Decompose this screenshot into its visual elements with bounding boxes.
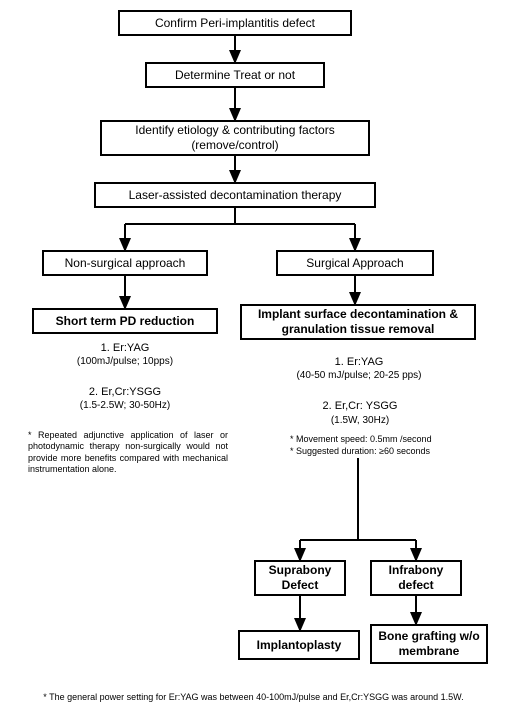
label-l1: 1. Er:YAG (60, 342, 190, 356)
label-l12: * The general power setting for Er:YAG w… (26, 692, 481, 703)
label-l4: (1.5-2.5W; 30-50Hz) (60, 400, 190, 413)
node-n12: Bone grafting w/o membrane (370, 624, 488, 664)
node-n10: Infrabony defect (370, 560, 462, 596)
label-l5: * Repeated adjunctive application of las… (28, 430, 228, 475)
node-n11: Implantoplasty (238, 630, 360, 660)
node-n6: Surgical Approach (276, 250, 434, 276)
node-n5: Non-surgical approach (42, 250, 208, 276)
node-n7: Short term PD reduction (32, 308, 218, 334)
node-n4: Laser-assisted decontamination therapy (94, 182, 376, 208)
label-l9: (1.5W, 30Hz) (290, 415, 430, 428)
label-l3: 2. Er,Cr:YSGG (60, 386, 190, 400)
node-n2: Determine Treat or not (145, 62, 325, 88)
label-l10: * Movement speed: 0.5mm /second (290, 434, 480, 445)
label-l8: 2. Er,Cr: YSGG (290, 400, 430, 414)
label-l7: (40-50 mJ/pulse; 20-25 pps) (278, 370, 440, 383)
node-n1: Confirm Peri-implantitis defect (118, 10, 352, 36)
node-n9: Suprabony Defect (254, 560, 346, 596)
label-l6: 1. Er:YAG (284, 356, 434, 370)
label-l11: * Suggested duration: ≥60 seconds (290, 446, 480, 457)
label-l2: (100mJ/pulse; 10pps) (60, 356, 190, 369)
node-n8: Implant surface decontamination & granul… (240, 304, 476, 340)
node-n3: Identify etiology & contributing factors… (100, 120, 370, 156)
